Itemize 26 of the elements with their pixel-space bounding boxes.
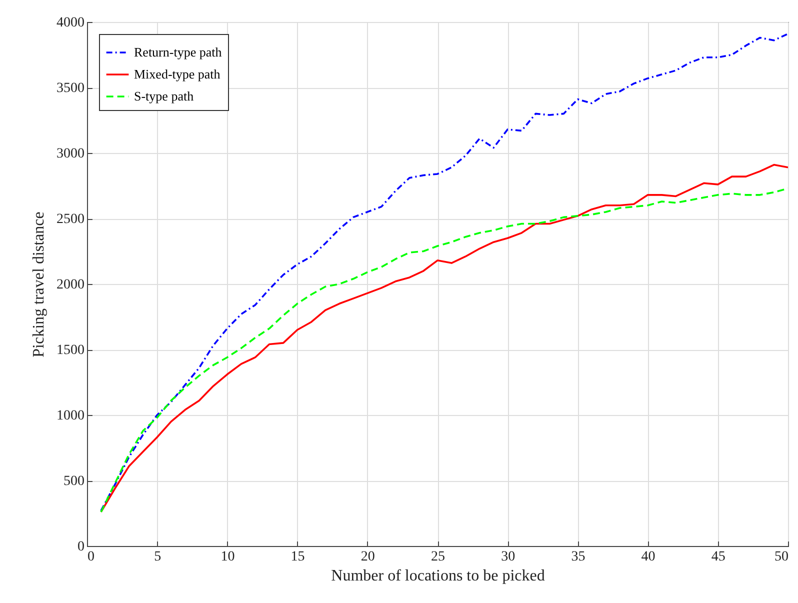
y-tick-label: 1000 <box>56 408 84 424</box>
x-tick-label: 0 <box>88 550 94 564</box>
y-tick-label: 3000 <box>56 146 84 162</box>
x-tick-label: 10 <box>220 550 235 564</box>
legend-label: Mixed-type path <box>134 66 221 82</box>
x-tick-label: 30 <box>501 550 516 564</box>
x-tick-label: 40 <box>641 550 656 564</box>
y-tick-label: 2500 <box>56 212 84 227</box>
x-tick-label: 5 <box>154 550 162 564</box>
y-tick-label: 3500 <box>56 81 84 96</box>
y-tick-label: 1500 <box>56 343 84 358</box>
line-series <box>100 32 788 512</box>
legend-label: S-type path <box>134 88 194 104</box>
x-tick-label: 15 <box>290 550 305 564</box>
x-tick-label: 20 <box>360 550 375 564</box>
y-tick-label: 2000 <box>56 278 84 292</box>
y-tick-label: 4000 <box>56 16 84 30</box>
y-tick-label: 0 <box>78 540 84 554</box>
legend-label: Return-type path <box>134 44 222 60</box>
x-tick-label: 25 <box>431 550 445 564</box>
x-tick-label: 35 <box>571 550 586 564</box>
x-tick-label: 45 <box>711 550 726 564</box>
x-axis-title: Number of locations to be picked <box>331 568 545 584</box>
x-tick-label: 50 <box>774 550 788 564</box>
y-tick-label: 500 <box>64 474 84 489</box>
y-axis-title: Picking travel distance <box>30 212 48 358</box>
